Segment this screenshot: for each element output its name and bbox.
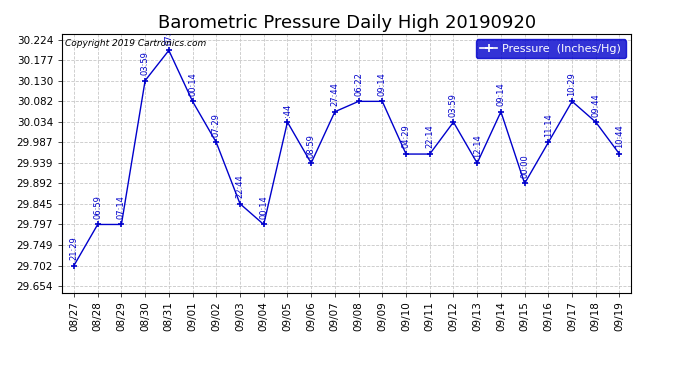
Text: 11:14: 11:14 [544, 113, 553, 137]
Text: 10:29: 10:29 [568, 72, 577, 96]
Text: 10:44: 10:44 [615, 125, 624, 148]
Text: 00:14: 00:14 [259, 195, 268, 219]
Text: 08:59: 08:59 [306, 134, 315, 158]
Text: 09:14: 09:14 [378, 72, 387, 96]
Text: 07:14: 07:14 [117, 195, 126, 219]
Text: 06:59: 06:59 [93, 195, 102, 219]
Text: 06:22: 06:22 [354, 72, 363, 96]
Text: 21:29: 21:29 [70, 236, 79, 260]
Text: 27:44: 27:44 [331, 82, 339, 106]
Text: 12:14: 12:14 [473, 134, 482, 158]
Legend: Pressure  (Inches/Hg): Pressure (Inches/Hg) [476, 39, 626, 58]
Text: 07:: 07: [164, 32, 173, 45]
Text: 00:00: 00:00 [520, 154, 529, 178]
Title: Barometric Pressure Daily High 20190920: Barometric Pressure Daily High 20190920 [157, 14, 536, 32]
Text: 09:44: 09:44 [591, 93, 600, 117]
Text: 09:14: 09:14 [496, 82, 505, 106]
Text: :44: :44 [283, 103, 292, 117]
Text: Copyright 2019 Cartronics.com: Copyright 2019 Cartronics.com [65, 39, 206, 48]
Text: 03:59: 03:59 [141, 51, 150, 75]
Text: 07:29: 07:29 [212, 113, 221, 137]
Text: 03:59: 03:59 [449, 93, 458, 117]
Text: 00:14: 00:14 [188, 72, 197, 96]
Text: 22:14: 22:14 [425, 125, 434, 148]
Text: 04:29: 04:29 [402, 125, 411, 148]
Text: 22:44: 22:44 [235, 174, 244, 198]
